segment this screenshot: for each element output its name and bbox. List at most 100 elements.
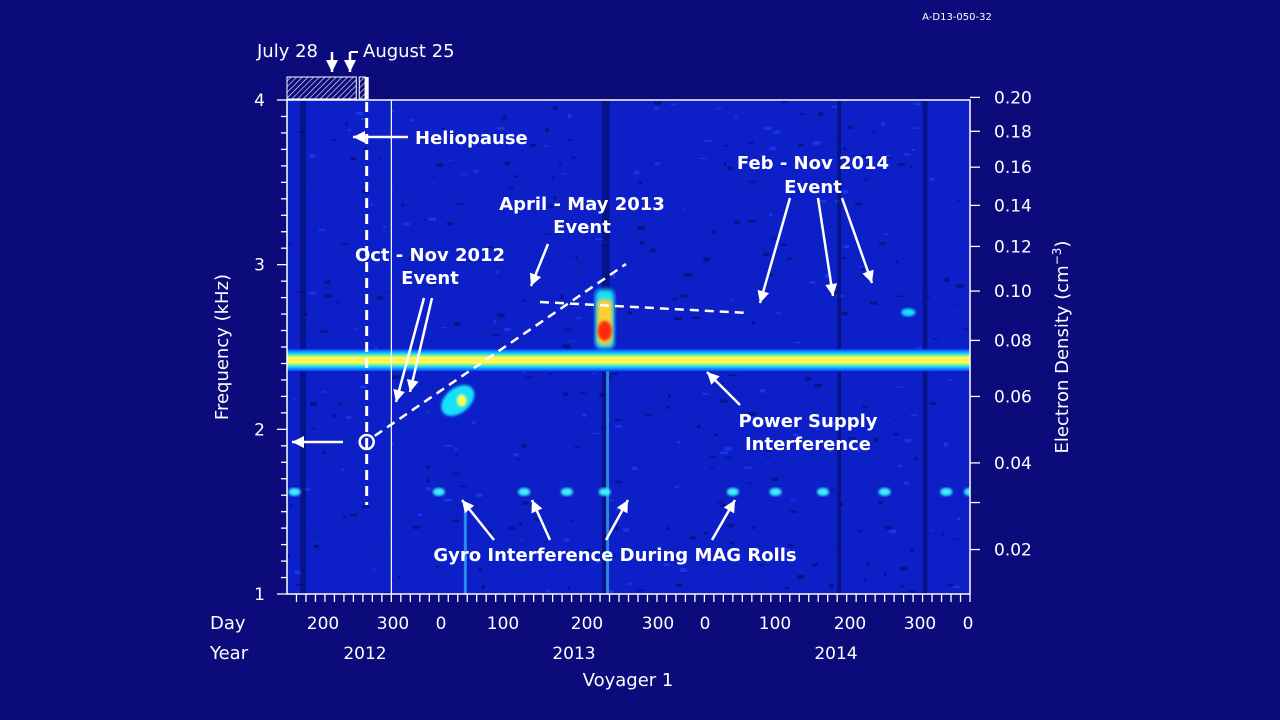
event-2014-arrow-3-head bbox=[862, 269, 874, 283]
texture-speck bbox=[842, 257, 847, 259]
texture-speck bbox=[813, 469, 816, 472]
texture-speck bbox=[614, 425, 623, 428]
texture-speck bbox=[566, 454, 574, 456]
texture-speck bbox=[871, 131, 876, 134]
texture-speck bbox=[334, 444, 337, 446]
texture-speck bbox=[534, 518, 540, 521]
texture-speck bbox=[752, 526, 756, 529]
texture-speck bbox=[405, 204, 409, 207]
texture-speck bbox=[650, 262, 657, 266]
texture-speck bbox=[895, 248, 897, 250]
texture-speck bbox=[925, 500, 934, 505]
texture-speck bbox=[848, 437, 856, 440]
gyro-interference-label: Gyro Interference During MAG Rolls bbox=[433, 545, 796, 566]
texture-speck bbox=[843, 244, 849, 248]
texture-speck bbox=[638, 403, 641, 407]
x-year-row-label: Year bbox=[209, 643, 249, 664]
texture-speck bbox=[338, 401, 341, 405]
event-emission-core bbox=[456, 394, 467, 407]
texture-speck bbox=[420, 111, 427, 116]
texture-speck bbox=[530, 144, 537, 147]
texture-speck bbox=[731, 384, 735, 388]
texture-speck bbox=[793, 433, 799, 436]
texture-speck bbox=[551, 176, 555, 180]
y-left-axis-ticks: 1 2 3 4 bbox=[254, 91, 287, 605]
texture-speck bbox=[342, 468, 345, 471]
event-april-may-2013-label: April - May 2013 bbox=[499, 194, 665, 215]
event-2012-arrow-1 bbox=[394, 297, 426, 403]
event-2013-arrow-head bbox=[529, 272, 542, 286]
gyro-spot bbox=[598, 487, 611, 496]
texture-speck bbox=[775, 312, 782, 315]
texture-speck bbox=[862, 419, 867, 423]
texture-speck bbox=[927, 375, 930, 378]
texture-speck bbox=[753, 282, 762, 286]
texture-speck bbox=[734, 220, 741, 225]
texture-speck bbox=[345, 415, 352, 420]
texture-speck bbox=[372, 568, 375, 571]
texture-speck bbox=[575, 283, 582, 287]
texture-speck bbox=[495, 270, 499, 274]
y-right-tick-label: 0.08 bbox=[994, 331, 1032, 351]
texture-speck bbox=[575, 256, 578, 259]
texture-speck bbox=[941, 112, 949, 117]
texture-speck bbox=[953, 252, 960, 255]
event-2014-arrow-3 bbox=[840, 197, 874, 284]
texture-speck bbox=[714, 433, 718, 436]
texture-speck bbox=[562, 344, 570, 347]
texture-speck bbox=[725, 457, 732, 459]
texture-speck bbox=[591, 432, 599, 434]
texture-speck bbox=[444, 499, 452, 502]
texture-speck bbox=[393, 170, 401, 173]
texture-speck bbox=[900, 585, 904, 588]
gyro-spot bbox=[518, 487, 531, 496]
texture-speck bbox=[342, 402, 350, 406]
texture-speck bbox=[342, 516, 347, 519]
texture-speck bbox=[548, 204, 554, 209]
texture-speck bbox=[390, 185, 393, 188]
gyro-arrow-3-head bbox=[616, 500, 628, 514]
event-emission-mid bbox=[992, 309, 1052, 329]
texture-speck bbox=[913, 103, 921, 106]
texture-speck bbox=[324, 294, 333, 298]
texture-speck bbox=[536, 565, 543, 568]
texture-speck bbox=[349, 215, 356, 218]
texture-speck bbox=[585, 198, 593, 202]
texture-speck bbox=[769, 212, 773, 217]
texture-speck bbox=[293, 398, 297, 401]
texture-speck bbox=[825, 273, 829, 278]
data-gap-streak bbox=[837, 100, 841, 594]
texture-speck bbox=[562, 172, 568, 175]
texture-speck bbox=[345, 122, 349, 126]
density-trend-line bbox=[373, 262, 627, 437]
texture-speck bbox=[895, 260, 898, 263]
texture-speck bbox=[829, 449, 833, 452]
texture-speck bbox=[478, 567, 483, 572]
texture-speck bbox=[332, 139, 337, 141]
texture-speck bbox=[515, 458, 519, 461]
texture-speck bbox=[502, 115, 507, 118]
gyro-spot bbox=[432, 487, 445, 496]
texture-speck bbox=[569, 255, 572, 258]
texture-speck bbox=[611, 554, 616, 558]
y-left-tick-label: 2 bbox=[254, 420, 265, 440]
x-day-tick-label: 0 bbox=[963, 614, 974, 634]
texture-speck bbox=[606, 499, 613, 502]
texture-speck bbox=[568, 139, 573, 142]
texture-speck bbox=[886, 157, 894, 159]
x-day-tick-label: 200 bbox=[834, 614, 866, 634]
gyro-spot bbox=[878, 487, 891, 496]
texture-speck bbox=[880, 121, 886, 126]
texture-speck bbox=[626, 204, 631, 209]
texture-speck bbox=[770, 138, 776, 140]
texture-speck bbox=[375, 499, 380, 502]
texture-speck bbox=[573, 204, 578, 208]
texture-speck bbox=[468, 259, 475, 262]
texture-speck bbox=[518, 592, 522, 594]
texture-speck bbox=[773, 130, 781, 134]
texture-speck bbox=[672, 125, 679, 129]
texture-speck bbox=[383, 591, 390, 594]
texture-speck bbox=[814, 384, 822, 388]
texture-speck bbox=[828, 489, 834, 492]
texture-speck bbox=[518, 539, 524, 541]
